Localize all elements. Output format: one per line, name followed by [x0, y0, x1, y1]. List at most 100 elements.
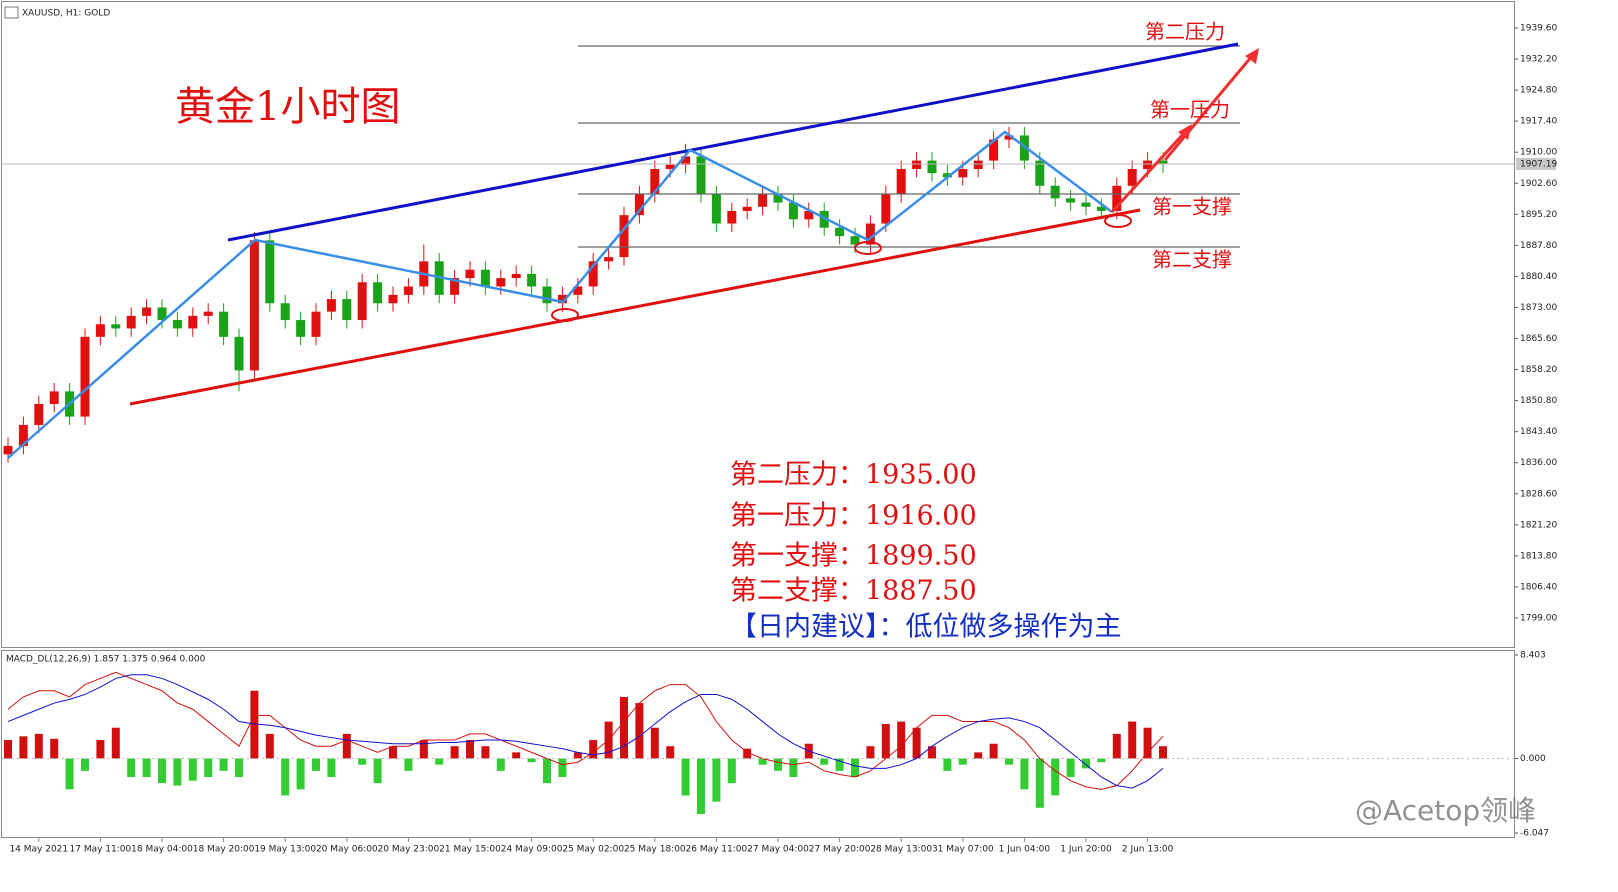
histogram-bar	[312, 758, 320, 771]
histogram-bar	[481, 746, 490, 759]
histogram-bar	[450, 746, 459, 759]
histogram-bar	[34, 733, 43, 759]
histogram-bar	[235, 758, 243, 777]
histogram-bar	[265, 733, 274, 759]
candle-body	[665, 164, 675, 169]
histogram-bar	[650, 727, 659, 759]
candle-body	[3, 445, 13, 455]
candle-body	[896, 168, 906, 195]
candle-body	[1096, 206, 1106, 211]
candle-body	[819, 210, 829, 228]
candle-body	[1158, 160, 1168, 164]
level-label: 第二压力	[1145, 20, 1225, 44]
histogram-bar	[204, 758, 213, 777]
histogram-bar	[512, 752, 521, 759]
histogram-bar	[419, 740, 428, 759]
histogram-bar	[188, 758, 197, 781]
histogram-bar	[712, 758, 721, 802]
histogram-bar	[1005, 758, 1013, 765]
histogram-bar	[866, 746, 875, 759]
candle-body	[650, 168, 660, 195]
x-tick-label: 28 May 13:00	[870, 845, 932, 855]
histogram-bar	[1143, 727, 1152, 759]
histogram-bar	[774, 758, 782, 771]
y-tick-label: 1902.60	[1520, 179, 1557, 189]
histogram-bar	[389, 746, 397, 759]
x-tick-label: 27 May 20:00	[809, 845, 871, 855]
histogram-bar	[142, 758, 151, 777]
upper-trendline	[227, 42, 1239, 242]
histogram-bar	[974, 752, 983, 759]
candle-body	[296, 320, 306, 337]
main-frame	[1, 1, 1515, 648]
histogram-bar	[327, 758, 336, 777]
histogram-bar	[743, 748, 752, 759]
x-tick-label: 19 May 13:00	[254, 845, 316, 855]
histogram-bar	[173, 758, 182, 786]
histogram-bar	[296, 758, 305, 790]
candle-body	[172, 320, 182, 329]
histogram-bar	[404, 758, 413, 771]
candle-body	[95, 324, 105, 337]
y-tick-label: 1917.40	[1520, 117, 1557, 127]
y-tick-label: 8.403	[1520, 650, 1546, 660]
macd-frame	[1, 650, 1515, 838]
histogram-bar	[127, 758, 136, 777]
level-label: 第二支撑	[1152, 248, 1232, 272]
histogram-bar	[111, 727, 120, 759]
note: 第一压力：1916.00	[730, 501, 977, 532]
candle-body	[142, 307, 152, 316]
red-arrow	[1163, 55, 1254, 161]
y-tick-label: 1799.00	[1520, 613, 1557, 623]
histogram-bar	[1082, 758, 1090, 769]
histogram-bar	[96, 740, 105, 759]
y-tick-label: 1865.60	[1520, 334, 1557, 344]
candle-body	[912, 160, 922, 169]
y-tick-label: 1924.80	[1520, 86, 1557, 96]
candle-body	[311, 311, 321, 337]
y-tick-label: 1873.00	[1520, 303, 1557, 313]
main-line	[7, 671, 1164, 790]
candle-body	[219, 311, 229, 337]
note: 第一支撑：1899.50	[730, 541, 977, 572]
y-tick-label: 1836.00	[1520, 458, 1557, 468]
x-tick-label: 18 May 04:00	[131, 845, 193, 855]
y-tick-label: 1939.60	[1520, 23, 1557, 33]
candle-body	[388, 294, 398, 304]
histogram-bar	[1066, 758, 1075, 777]
y-tick-label: 1828.60	[1520, 489, 1557, 499]
histogram-bar	[342, 733, 351, 759]
histogram-bar	[835, 758, 844, 771]
y-tick-label: 0.000	[1520, 754, 1546, 764]
heading: 黄金1小时图	[175, 84, 400, 130]
candle-body	[1081, 202, 1091, 207]
candle-body	[342, 299, 352, 321]
candle-body	[711, 194, 721, 224]
candle-body	[203, 311, 213, 316]
candle-body	[989, 139, 999, 161]
candle-body	[403, 286, 413, 295]
histogram-bar	[881, 724, 890, 759]
candle-body	[835, 227, 845, 237]
arrow-head	[1178, 124, 1192, 140]
candle-body	[1050, 185, 1060, 199]
histogram-bar	[1097, 758, 1106, 763]
x-tick-label: 25 May 18:00	[624, 845, 686, 855]
symbol-icon	[4, 6, 19, 19]
wave-path	[7, 130, 1113, 459]
histogram-bar	[681, 758, 690, 796]
last-price-label: 1907.19	[1520, 159, 1557, 169]
marker-ellipse	[1104, 214, 1132, 228]
marker-ellipse	[551, 308, 579, 322]
marker-ellipse	[854, 241, 882, 255]
histogram-bar	[1020, 758, 1029, 790]
candle-body	[234, 336, 244, 371]
histogram-bar	[435, 758, 444, 765]
candle-body	[973, 160, 983, 169]
red-arrow	[1110, 130, 1187, 214]
signal-line	[7, 674, 1164, 789]
arrow-head	[1245, 48, 1259, 64]
y-tick-label: 1910.00	[1520, 148, 1557, 158]
x-tick-label: 21 May 15:00	[439, 845, 501, 855]
histogram-bar	[820, 758, 829, 765]
